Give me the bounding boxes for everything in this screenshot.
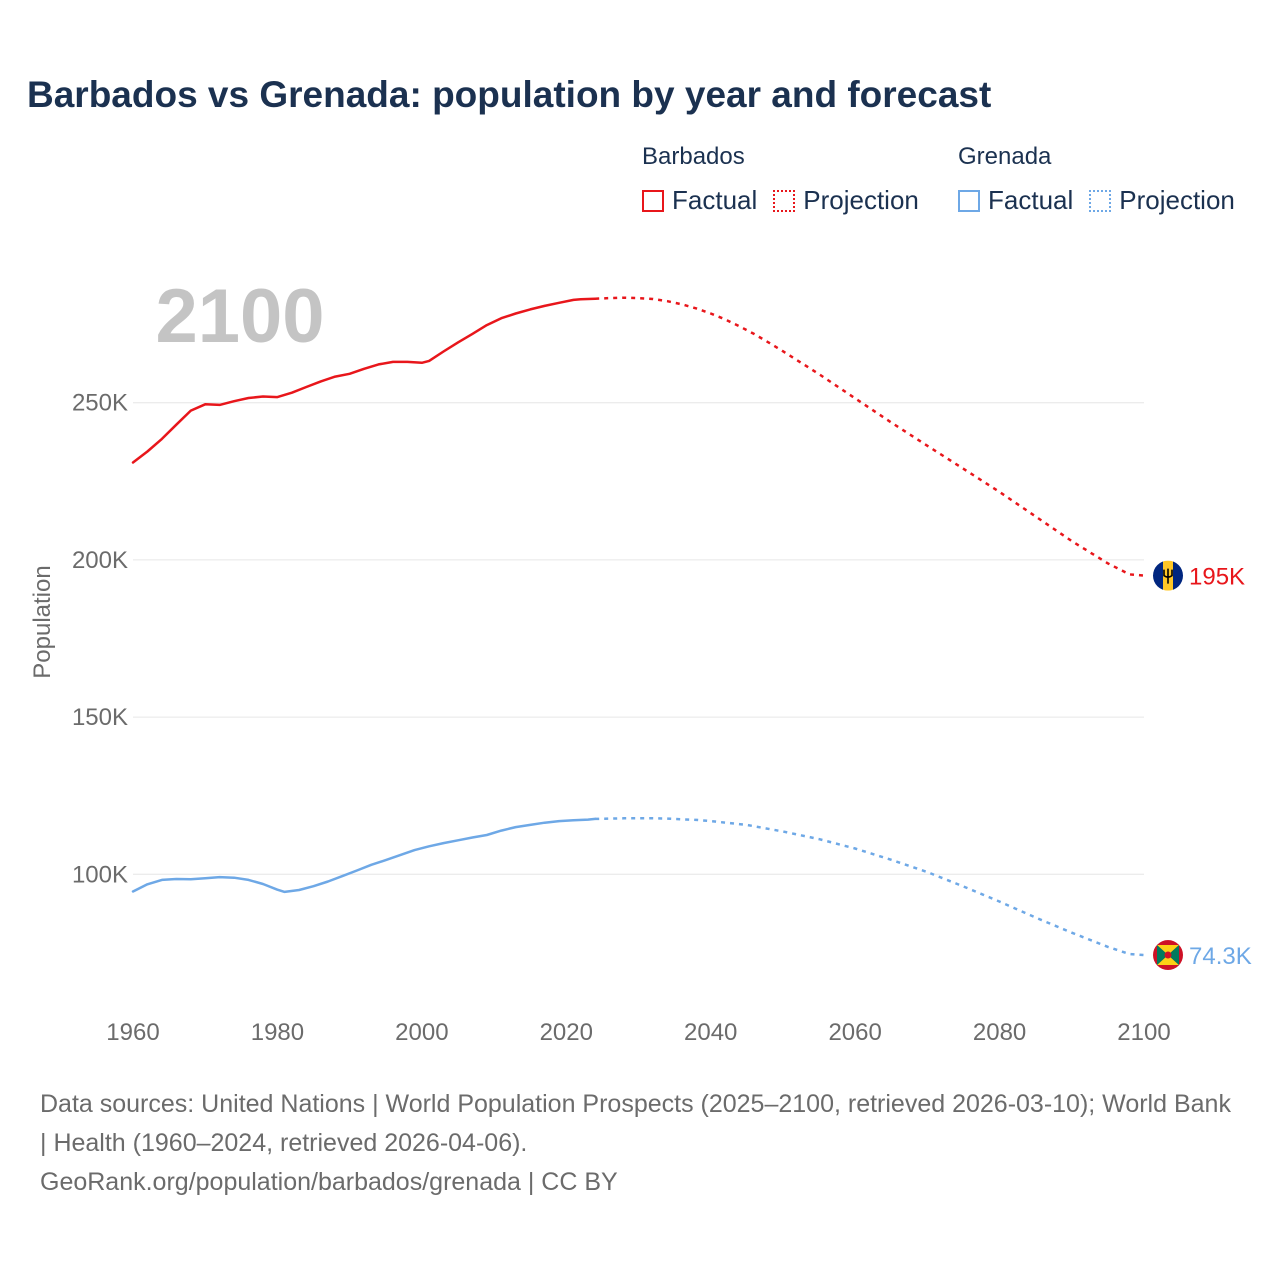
y-tick-label: 250K	[72, 390, 128, 417]
legend-label-grenada-projection: Projection	[1119, 185, 1235, 215]
legend-item-grenada-projection[interactable]: Projection	[1089, 185, 1235, 216]
x-tick-label: 2080	[973, 1019, 1026, 1046]
legend-swatch-barbados-projection	[773, 189, 796, 212]
y-tick-label: 200K	[72, 547, 128, 574]
legend-swatch-grenada-factual	[958, 189, 980, 212]
x-tick-label: 2060	[828, 1019, 881, 1046]
legend-item-grenada-factual[interactable]: Factual	[958, 185, 1073, 216]
legend-group-barbados: Barbados Factual Projection	[642, 143, 935, 216]
year-watermark: 2100	[155, 274, 324, 359]
legend-label-barbados-factual: Factual	[672, 185, 758, 215]
y-tick-label: 100K	[72, 861, 128, 888]
x-tick-label: 1960	[106, 1019, 159, 1046]
legend-swatch-grenada-projection	[1089, 189, 1112, 212]
series-line-barbados-factual	[131, 297, 597, 464]
end-label-grenada: 74.3K	[1189, 943, 1252, 970]
x-tick-label: 2000	[395, 1019, 448, 1046]
grenada-flag-icon	[1153, 940, 1183, 971]
legend-title-grenada: Grenada	[958, 143, 1052, 170]
y-tick-label: 150K	[72, 704, 128, 731]
series-line-grenada-factual	[131, 817, 597, 894]
barbados-flag-icon	[1153, 560, 1183, 591]
line-chart: 2100 100K 150K 200K 250K 1960 1980 2000 2020 2040…	[29, 274, 1252, 1046]
legend-group-grenada: Grenada Factual Projection	[958, 143, 1251, 216]
legend-item-barbados-projection[interactable]: Projection	[773, 185, 919, 216]
legend-title-barbados: Barbados	[642, 143, 745, 170]
y-axis-label: Population	[29, 565, 56, 678]
series-line-grenada-projection	[595, 817, 1145, 957]
legend-label-barbados-projection: Projection	[803, 185, 919, 215]
legend-swatch-barbados-factual	[642, 189, 664, 212]
x-tick-label: 1980	[251, 1019, 304, 1046]
x-tick-label: 2020	[540, 1019, 593, 1046]
x-tick-label: 2040	[684, 1019, 737, 1046]
legend-label-grenada-factual: Factual	[988, 185, 1074, 215]
series-line-barbados-projection	[595, 296, 1145, 577]
x-tick-label: 2100	[1117, 1019, 1170, 1046]
legend-item-barbados-factual[interactable]: Factual	[642, 185, 757, 216]
footer: Data sources: United Nations | World Pop…	[40, 1085, 1240, 1202]
credit-text: GeoRank.org/population/barbados/grenada …	[40, 1168, 618, 1196]
chart-title: Barbados vs Grenada: population by year …	[27, 74, 992, 115]
data-sources-text: Data sources: United Nations | World Pop…	[40, 1090, 1231, 1157]
end-label-barbados: 195K	[1189, 564, 1245, 591]
